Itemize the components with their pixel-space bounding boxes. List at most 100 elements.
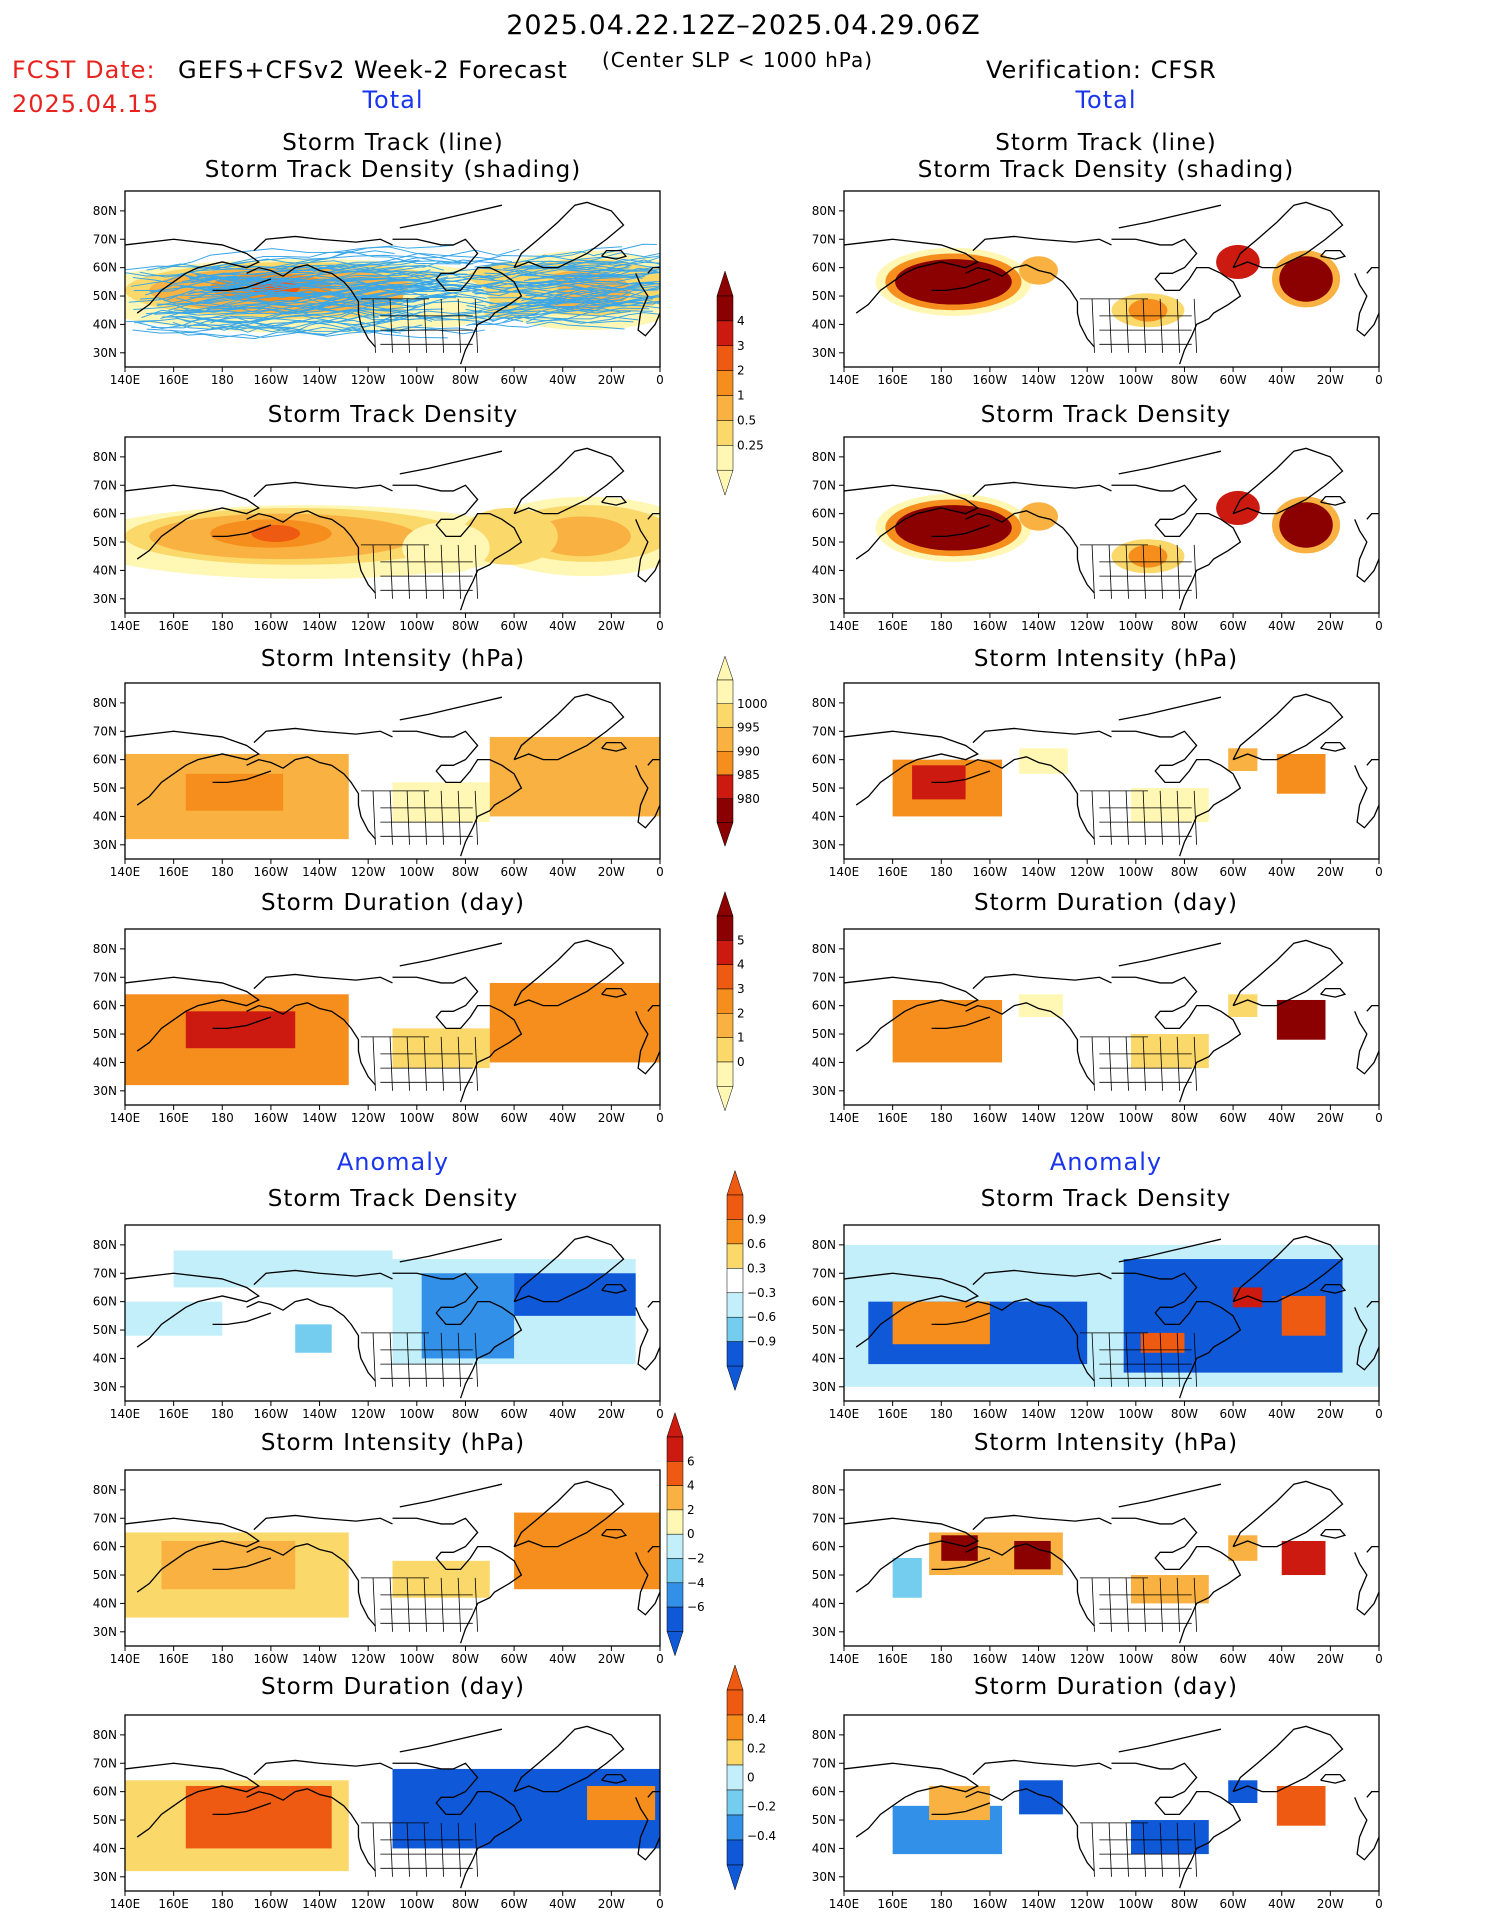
lon-tick-label: 140E — [110, 1111, 141, 1125]
map-area — [125, 1725, 660, 1889]
lon-tick-label: 20W — [1317, 619, 1344, 633]
map-area — [125, 447, 660, 611]
lon-tick-label: 0 — [1375, 373, 1383, 387]
state-line — [389, 1036, 393, 1091]
coast-europe — [1354, 1307, 1379, 1371]
verification-label: Verification: CFSR — [986, 56, 1217, 84]
coastlines — [125, 1480, 660, 1644]
state-borders — [1079, 544, 1198, 599]
state-line — [457, 1822, 461, 1877]
colorbar-label: 0 — [737, 1055, 745, 1069]
coastlines — [844, 693, 1379, 857]
criterion: (Center SLP < 1000 hPa) — [602, 48, 873, 72]
colorbar-swatch — [666, 1509, 684, 1535]
aleutians — [931, 1557, 991, 1571]
coast-greenland — [513, 201, 625, 269]
lat-tick-label: 40N — [93, 563, 117, 577]
density-labrador — [1216, 490, 1260, 525]
lat-tick-label: 60N — [93, 1785, 117, 1799]
lon-tick-label: 180 — [930, 1652, 953, 1666]
state-line — [1108, 790, 1112, 845]
coast-arctic — [1118, 1728, 1222, 1753]
aleutians — [931, 1312, 991, 1326]
coast-north-america — [392, 1517, 523, 1644]
lon-tick-label: 40W — [549, 1111, 576, 1125]
anom-dur-atlantic — [1276, 1785, 1326, 1826]
map-area — [844, 1725, 1379, 1889]
lon-tick-label: 160E — [877, 619, 908, 633]
coast-europe — [635, 765, 660, 829]
colorbar-arrow-bottom — [716, 469, 734, 496]
lon-tick-label: 120W — [351, 373, 386, 387]
lon-tick-label: 40W — [549, 373, 576, 387]
lat-tick-label: 40N — [812, 563, 836, 577]
lon-tick-label: 120W — [351, 1897, 386, 1911]
colorbar-label: 2 — [687, 1503, 695, 1517]
lat-tick-label: 80N — [812, 942, 836, 956]
coast-greenland — [513, 693, 625, 761]
colorbar-swatch — [726, 1194, 744, 1220]
state-borders — [360, 544, 479, 599]
coast-alaska-west — [246, 1543, 376, 1627]
colorbar-swatch — [666, 1606, 684, 1632]
map-panel-r6-forecast: 140E 160E 180 160W 140W 120W 100W 80W 60W 40W 20W 0… — [93, 1469, 664, 1666]
aleutians — [212, 278, 272, 292]
lat-tick-label: 70N — [812, 1756, 836, 1770]
lon-tick-label: 80W — [1171, 1407, 1198, 1421]
map-panel-r3-verification: 140E 160E 180 160W 140W 120W 100W 80W 60W 40W 20W 0… — [812, 682, 1383, 879]
lon-tick-label: 140W — [302, 1897, 337, 1911]
lon-tick-label: 20W — [598, 1897, 625, 1911]
coast-europe — [1354, 1797, 1379, 1861]
colorbar-swatch — [716, 1037, 734, 1063]
state-line — [1193, 1332, 1198, 1387]
lat-tick-label: 30N — [93, 1870, 117, 1884]
lat-tick-label: 50N — [93, 1813, 117, 1827]
state-line — [389, 544, 393, 599]
anom-int-na — [1130, 1575, 1209, 1604]
lat-tick-label: 60N — [93, 1295, 117, 1309]
colorbar-swatch — [726, 1764, 744, 1791]
state-line — [1125, 1036, 1129, 1091]
coast-europe — [635, 1307, 660, 1371]
state-line — [423, 1577, 427, 1632]
track-line — [465, 309, 639, 321]
lon-tick-label: 140E — [110, 1897, 141, 1911]
colorbar-label: 0.9 — [747, 1212, 766, 1226]
track-line — [141, 285, 442, 319]
track-line — [207, 280, 505, 296]
lon-tick-label: 80W — [1171, 619, 1198, 633]
aleutians — [931, 524, 991, 538]
lat-tick-label: 30N — [93, 1084, 117, 1098]
coast-greenland — [513, 1235, 625, 1303]
intensity-na — [1130, 788, 1209, 823]
track-line — [465, 310, 632, 327]
density-pacific — [895, 505, 1012, 551]
lon-tick-label: 160E — [877, 865, 908, 879]
colorbar-label: 990 — [737, 744, 760, 758]
lon-tick-label: 120W — [1070, 619, 1105, 633]
state-line — [457, 1036, 461, 1091]
anom-dur-gulf — [1019, 1780, 1063, 1815]
lat-tick-label: 50N — [93, 1027, 117, 1041]
colorbar-arrow-top — [716, 890, 734, 917]
lat-tick-label: 60N — [93, 1540, 117, 1554]
coast-north-america — [1111, 730, 1242, 857]
coast-europe — [635, 1011, 660, 1075]
track-line — [491, 307, 622, 323]
map-panel-r6-verification: 140E 160E 180 160W 140W 120W 100W 80W 60W 40W 20W 0… — [812, 1469, 1383, 1666]
coast-alaska-north — [972, 1759, 1112, 1776]
track-line — [468, 321, 625, 330]
state-line — [423, 790, 427, 845]
coast-britain — [1366, 1545, 1379, 1553]
colorbar-label: 0.3 — [747, 1261, 766, 1275]
lat-tick-label: 80N — [93, 1483, 117, 1497]
lon-tick-label: 0 — [1375, 865, 1383, 879]
lon-tick-label: 100W — [399, 865, 434, 879]
coast-alaska-west — [965, 1543, 1095, 1627]
map-area — [125, 1235, 660, 1399]
lon-tick-label: 60W — [501, 1407, 528, 1421]
track-line — [513, 267, 657, 287]
state-line — [1176, 790, 1180, 845]
lat-tick-label: 40N — [812, 317, 836, 331]
coast-siberia — [125, 730, 261, 806]
